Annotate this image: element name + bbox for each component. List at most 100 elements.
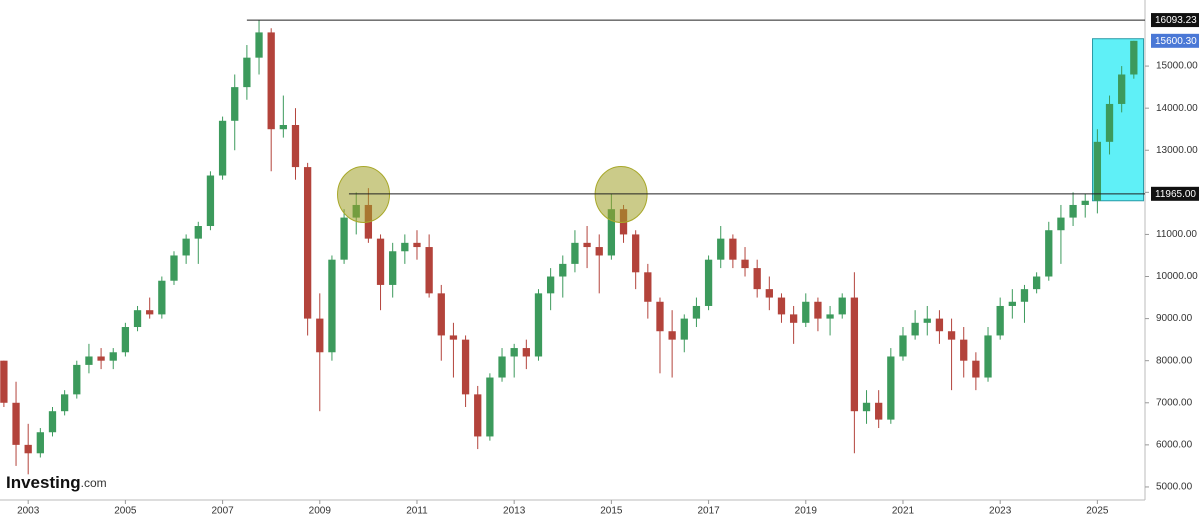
candle-body xyxy=(85,356,93,365)
candle-body xyxy=(923,318,931,323)
candle-body xyxy=(984,335,992,378)
x-tick-label: 2025 xyxy=(1086,506,1109,517)
y-tick-label: 13000.00 xyxy=(1156,145,1198,156)
annotation-circle xyxy=(594,165,648,223)
candle-body xyxy=(1057,217,1065,231)
candle-body xyxy=(1105,103,1114,142)
candle-body xyxy=(826,314,834,319)
candle-body xyxy=(668,331,676,340)
candle-body xyxy=(911,322,919,336)
candle-body xyxy=(583,242,591,248)
brand: Investing.com xyxy=(6,473,107,492)
candle-body xyxy=(1020,289,1029,302)
candle-body xyxy=(255,32,263,58)
candle-body xyxy=(121,327,130,353)
y-tick-label: 6000.00 xyxy=(1156,440,1193,451)
x-tick-label: 2023 xyxy=(989,506,1012,517)
candle-body xyxy=(36,432,44,454)
candle-body xyxy=(850,297,859,412)
y-tick-label: 11000.00 xyxy=(1156,229,1197,240)
candle-body xyxy=(437,293,445,336)
candle-body xyxy=(1118,74,1126,104)
candle-body xyxy=(534,293,543,357)
candle-body xyxy=(607,209,616,256)
candle-body xyxy=(1032,276,1041,290)
candle-body xyxy=(1081,200,1089,205)
candle-body xyxy=(862,402,871,412)
x-tick-label: 2009 xyxy=(309,506,332,517)
candle-body xyxy=(279,125,287,130)
candle-body xyxy=(449,335,458,340)
candle-body xyxy=(24,444,32,454)
candle-body xyxy=(717,238,725,260)
candle-body xyxy=(461,339,470,395)
brand-suffix: .com xyxy=(81,476,107,490)
candle-body xyxy=(546,276,555,294)
candle-body xyxy=(60,394,69,412)
x-tick-label: 2013 xyxy=(503,506,526,517)
x-tick-label: 2005 xyxy=(114,506,137,517)
candle-body xyxy=(182,238,190,256)
level-label: 16093.23 xyxy=(1155,15,1197,26)
candle-body xyxy=(413,242,421,248)
candle-body xyxy=(765,289,773,298)
candle-body xyxy=(753,268,761,290)
candle-body xyxy=(802,301,810,323)
candle-body xyxy=(206,175,215,227)
candle-body xyxy=(303,167,312,319)
y-tick-label: 14000.00 xyxy=(1156,103,1198,114)
candle-body xyxy=(73,364,81,395)
candle-body xyxy=(510,348,518,357)
candle-body xyxy=(425,247,433,294)
candle-body xyxy=(522,348,530,357)
x-tick-label: 2015 xyxy=(600,506,623,517)
candle-body xyxy=(486,377,494,437)
candle-body xyxy=(838,297,846,315)
candle-body xyxy=(109,352,117,361)
candle-body xyxy=(1093,141,1102,201)
candle-body xyxy=(1045,230,1053,277)
candle-body xyxy=(559,263,567,277)
candle-body xyxy=(972,360,980,378)
y-tick-label: 8000.00 xyxy=(1156,355,1193,366)
candle-body xyxy=(777,297,786,315)
candle-body xyxy=(595,247,603,256)
candle-body xyxy=(960,339,968,361)
candle-body xyxy=(0,360,8,403)
y-tick-label: 9000.00 xyxy=(1156,313,1193,324)
candle-body xyxy=(680,318,688,340)
candle-body xyxy=(474,394,482,437)
candle-body xyxy=(316,318,324,353)
candle-body xyxy=(887,356,895,420)
candle-body xyxy=(741,259,749,269)
candle-body xyxy=(146,310,154,315)
candle-body xyxy=(389,251,397,285)
x-tick-label: 2003 xyxy=(17,506,40,517)
last-price-label: 15600.30 xyxy=(1155,36,1197,47)
candle-body xyxy=(935,318,944,332)
annotation-circle xyxy=(337,165,391,223)
candle-body xyxy=(1069,204,1077,218)
candle-body xyxy=(218,120,227,176)
candle-body xyxy=(1130,40,1138,75)
level-label-box xyxy=(1151,13,1199,28)
x-tick-label: 2011 xyxy=(406,506,428,517)
candle-body xyxy=(231,87,239,121)
candle-body xyxy=(789,314,798,323)
candle-body xyxy=(704,259,713,306)
candle-body xyxy=(133,310,142,328)
candle-body xyxy=(267,32,275,130)
y-tick-label: 7000.00 xyxy=(1156,397,1193,408)
candle-body xyxy=(875,402,883,420)
x-tick-label: 2019 xyxy=(795,506,818,517)
candle-body xyxy=(498,356,506,378)
x-tick-label: 2007 xyxy=(211,506,234,517)
candle-body xyxy=(692,305,701,319)
candle-body xyxy=(644,272,652,302)
candle-body xyxy=(291,125,300,168)
candle-body xyxy=(656,301,664,332)
candle-body xyxy=(48,411,57,433)
x-tick-label: 2021 xyxy=(892,506,915,517)
candle-body xyxy=(814,301,822,319)
candle-body xyxy=(401,242,409,252)
